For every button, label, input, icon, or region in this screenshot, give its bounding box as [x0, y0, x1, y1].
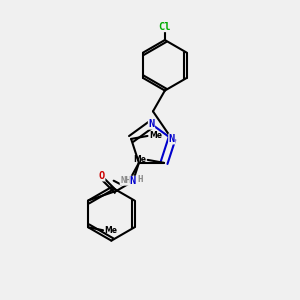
- Text: Me: Me: [149, 131, 162, 140]
- Text: N: N: [130, 176, 136, 186]
- Text: N: N: [148, 119, 154, 129]
- Text: NH: NH: [120, 176, 131, 185]
- Text: Me: Me: [133, 155, 146, 164]
- Text: H: H: [138, 175, 143, 184]
- Text: Cl: Cl: [159, 22, 171, 32]
- Text: Me: Me: [104, 226, 118, 235]
- Text: N: N: [169, 134, 175, 144]
- Text: O: O: [99, 171, 105, 181]
